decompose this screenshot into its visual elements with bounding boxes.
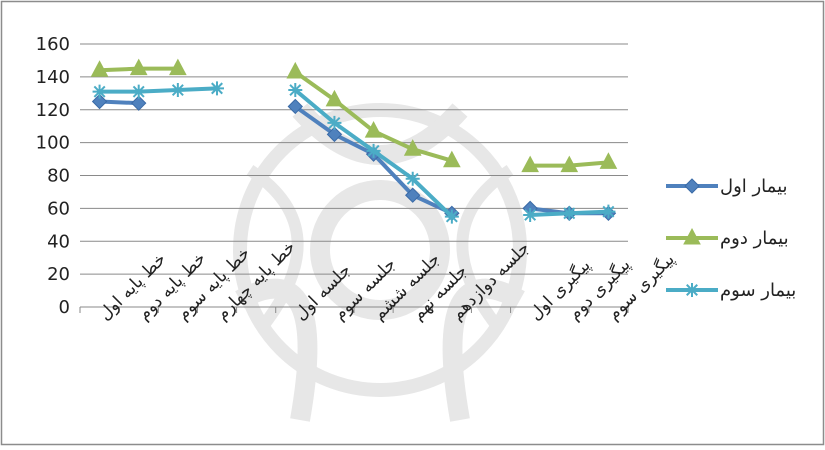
data-point bbox=[286, 61, 305, 79]
y-tick-label: 140 bbox=[36, 67, 70, 88]
legend-label: بیمار اول bbox=[720, 176, 788, 197]
y-tick-label: 0 bbox=[59, 297, 70, 318]
y-tick-label: 80 bbox=[47, 166, 70, 187]
data-point bbox=[405, 187, 421, 203]
data-point bbox=[599, 152, 618, 169]
data-point bbox=[210, 81, 224, 96]
data-point bbox=[327, 115, 342, 130]
data-point bbox=[90, 60, 109, 77]
y-tick-label: 120 bbox=[36, 100, 70, 121]
y-axis-ticks: 0 20 40 60 80 100 120 140 160 bbox=[36, 34, 70, 318]
data-point bbox=[366, 143, 381, 158]
series-2 bbox=[90, 58, 618, 173]
legend-item: بیمار دوم bbox=[666, 227, 789, 249]
legend-item: بیمار سوم bbox=[666, 280, 796, 301]
data-point bbox=[521, 155, 539, 173]
series-3 bbox=[92, 81, 616, 224]
legend-label: بیمار سوم bbox=[720, 280, 796, 301]
y-tick-label: 20 bbox=[47, 264, 70, 285]
data-point bbox=[288, 83, 303, 98]
data-point bbox=[364, 121, 383, 138]
legend-item: بیمار اول bbox=[666, 176, 788, 197]
series-layer bbox=[90, 58, 618, 224]
data-point bbox=[92, 84, 107, 99]
legend-marker bbox=[685, 283, 699, 297]
data-point bbox=[326, 126, 343, 143]
data-point bbox=[131, 95, 147, 111]
data-point bbox=[562, 206, 577, 221]
legend-marker bbox=[683, 227, 701, 245]
legend: بیمار اول بیمار دوم بیمار سوم bbox=[666, 176, 796, 301]
data-point bbox=[131, 84, 146, 99]
data-point bbox=[560, 155, 579, 173]
data-point bbox=[129, 58, 148, 76]
series-line bbox=[99, 86, 218, 94]
y-tick-label: 100 bbox=[36, 133, 70, 154]
data-point bbox=[325, 89, 344, 107]
data-point bbox=[601, 204, 616, 219]
data-point bbox=[91, 93, 108, 110]
data-point bbox=[405, 171, 420, 186]
data-point bbox=[169, 58, 187, 76]
legend-marker bbox=[684, 178, 700, 194]
data-point bbox=[444, 209, 459, 224]
data-point bbox=[170, 83, 185, 98]
legend-label: بیمار دوم bbox=[720, 228, 789, 249]
data-point bbox=[523, 207, 538, 222]
y-tick-label: 160 bbox=[36, 34, 70, 55]
data-point bbox=[403, 139, 422, 156]
data-point bbox=[443, 150, 461, 168]
data-point bbox=[287, 98, 303, 115]
y-tick-label: 60 bbox=[47, 198, 70, 219]
y-tick-label: 40 bbox=[47, 231, 70, 252]
